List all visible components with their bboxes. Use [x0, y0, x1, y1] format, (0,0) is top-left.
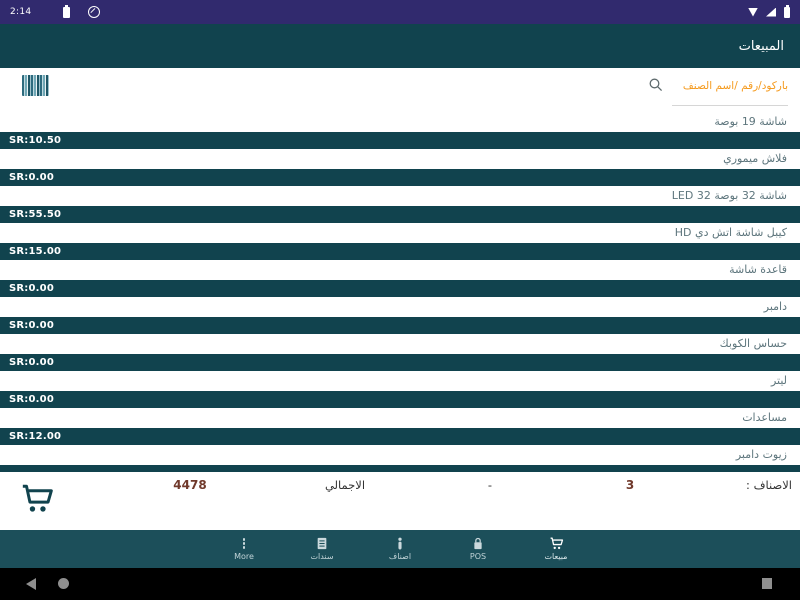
tab-sales[interactable]: مبيعات: [526, 537, 586, 561]
list-item[interactable]: كيبل شاشة اتش دي HD SR:15.00: [0, 223, 800, 260]
list-item[interactable]: قاعدة شاشة SR:0.00: [0, 260, 800, 297]
android-nav-bar: [0, 568, 800, 600]
item-price: SR:0.00: [0, 317, 800, 334]
back-icon[interactable]: [26, 578, 36, 590]
tab-label: سندات: [310, 552, 334, 561]
search-input[interactable]: باركود/رقم /اسم الصنف: [672, 73, 788, 106]
list-item[interactable]: حساس الكوبك SR:0.00: [0, 334, 800, 371]
item-name: قاعدة شاشة: [0, 260, 800, 280]
item-price: SR:12.00: [0, 428, 800, 445]
battery-level-icon: [784, 4, 790, 18]
tab-vouchers[interactable]: سندات: [292, 537, 352, 561]
receipts-icon: [317, 537, 327, 550]
search-row: باركود/رقم /اسم الصنف: [0, 68, 800, 112]
list-item[interactable]: شاشة 19 بوصة SR:10.50: [0, 112, 800, 149]
cart-icon[interactable]: [20, 482, 54, 516]
item-price: SR:0.00: [0, 354, 800, 371]
tab-more[interactable]: More: [214, 537, 274, 561]
item-name: فلاش ميموري: [0, 149, 800, 169]
list-item[interactable]: شاشة 32 بوصة LED 32 SR:55.50: [0, 186, 800, 223]
status-bar-right: [748, 4, 790, 18]
tab-label: مبيعات: [544, 552, 568, 561]
list-item[interactable]: دامبر SR:0.00: [0, 297, 800, 334]
sales-cart-icon: [550, 537, 563, 550]
tab-items[interactable]: اصناف: [370, 537, 430, 561]
product-list: شاشة 19 بوصة SR:10.50 فلاش ميموري SR:0.0…: [0, 112, 800, 472]
items-count-value: 3: [625, 478, 635, 492]
home-icon[interactable]: [58, 578, 69, 589]
items-icon: [398, 537, 402, 550]
data-saver-icon: [88, 6, 101, 18]
item-name: زيوت دامبر: [0, 445, 800, 465]
status-bar-left: 2:14: [10, 4, 101, 18]
list-item[interactable]: ليتر SR:0.00: [0, 371, 800, 408]
item-price: SR:0.00: [0, 391, 800, 408]
item-name: دامبر: [0, 297, 800, 317]
item-price: SR:10.50: [0, 132, 800, 149]
list-item[interactable]: فلاش ميموري SR:0.00: [0, 149, 800, 186]
total-label: الاجمالي: [324, 478, 366, 492]
wifi-icon: [748, 7, 758, 17]
item-price: SR:15.00: [0, 243, 800, 260]
totals-bar: الاصناف : 3 - الاجمالي 4478: [0, 472, 800, 530]
signal-icon: [766, 7, 776, 17]
item-price: SR:0.00: [0, 280, 800, 297]
page-title: المبيعات: [738, 38, 784, 54]
item-name: كيبل شاشة اتش دي HD: [0, 223, 800, 243]
tab-label: POS: [469, 552, 487, 561]
barcode-scan-icon[interactable]: [22, 75, 49, 96]
item-price: SR:55.50: [0, 206, 800, 223]
item-name: شاشة 19 بوصة: [0, 112, 800, 132]
list-item[interactable]: زيوت دامبر: [0, 445, 800, 472]
item-name: شاشة 32 بوصة LED 32: [0, 186, 800, 206]
clock: 2:14: [10, 7, 32, 17]
total-value: 4478: [173, 478, 207, 492]
list-item[interactable]: مساعدات SR:12.00: [0, 408, 800, 445]
items-count-label: الاصناف :: [746, 478, 792, 492]
item-price: SR:0.00: [0, 169, 800, 186]
tab-label: More: [234, 552, 254, 561]
status-bar: 2:14: [0, 0, 800, 24]
recents-icon[interactable]: [762, 578, 772, 589]
app-bar: المبيعات: [0, 24, 800, 68]
item-name: حساس الكوبك: [0, 334, 800, 354]
search-icon[interactable]: [648, 77, 664, 93]
item-price: [0, 465, 800, 472]
item-name: مساعدات: [0, 408, 800, 428]
item-name: ليتر: [0, 371, 800, 391]
tab-pos[interactable]: POS: [448, 537, 508, 561]
battery-icon: [63, 4, 71, 18]
tab-label: اصناف: [388, 552, 412, 561]
pos-icon: [474, 537, 482, 550]
summary-separator: -: [487, 478, 493, 492]
bottom-nav: More سندات اصناف POS: [0, 530, 800, 568]
search-placeholder: باركود/رقم /اسم الصنف: [682, 80, 788, 92]
more-icon: [242, 537, 246, 550]
